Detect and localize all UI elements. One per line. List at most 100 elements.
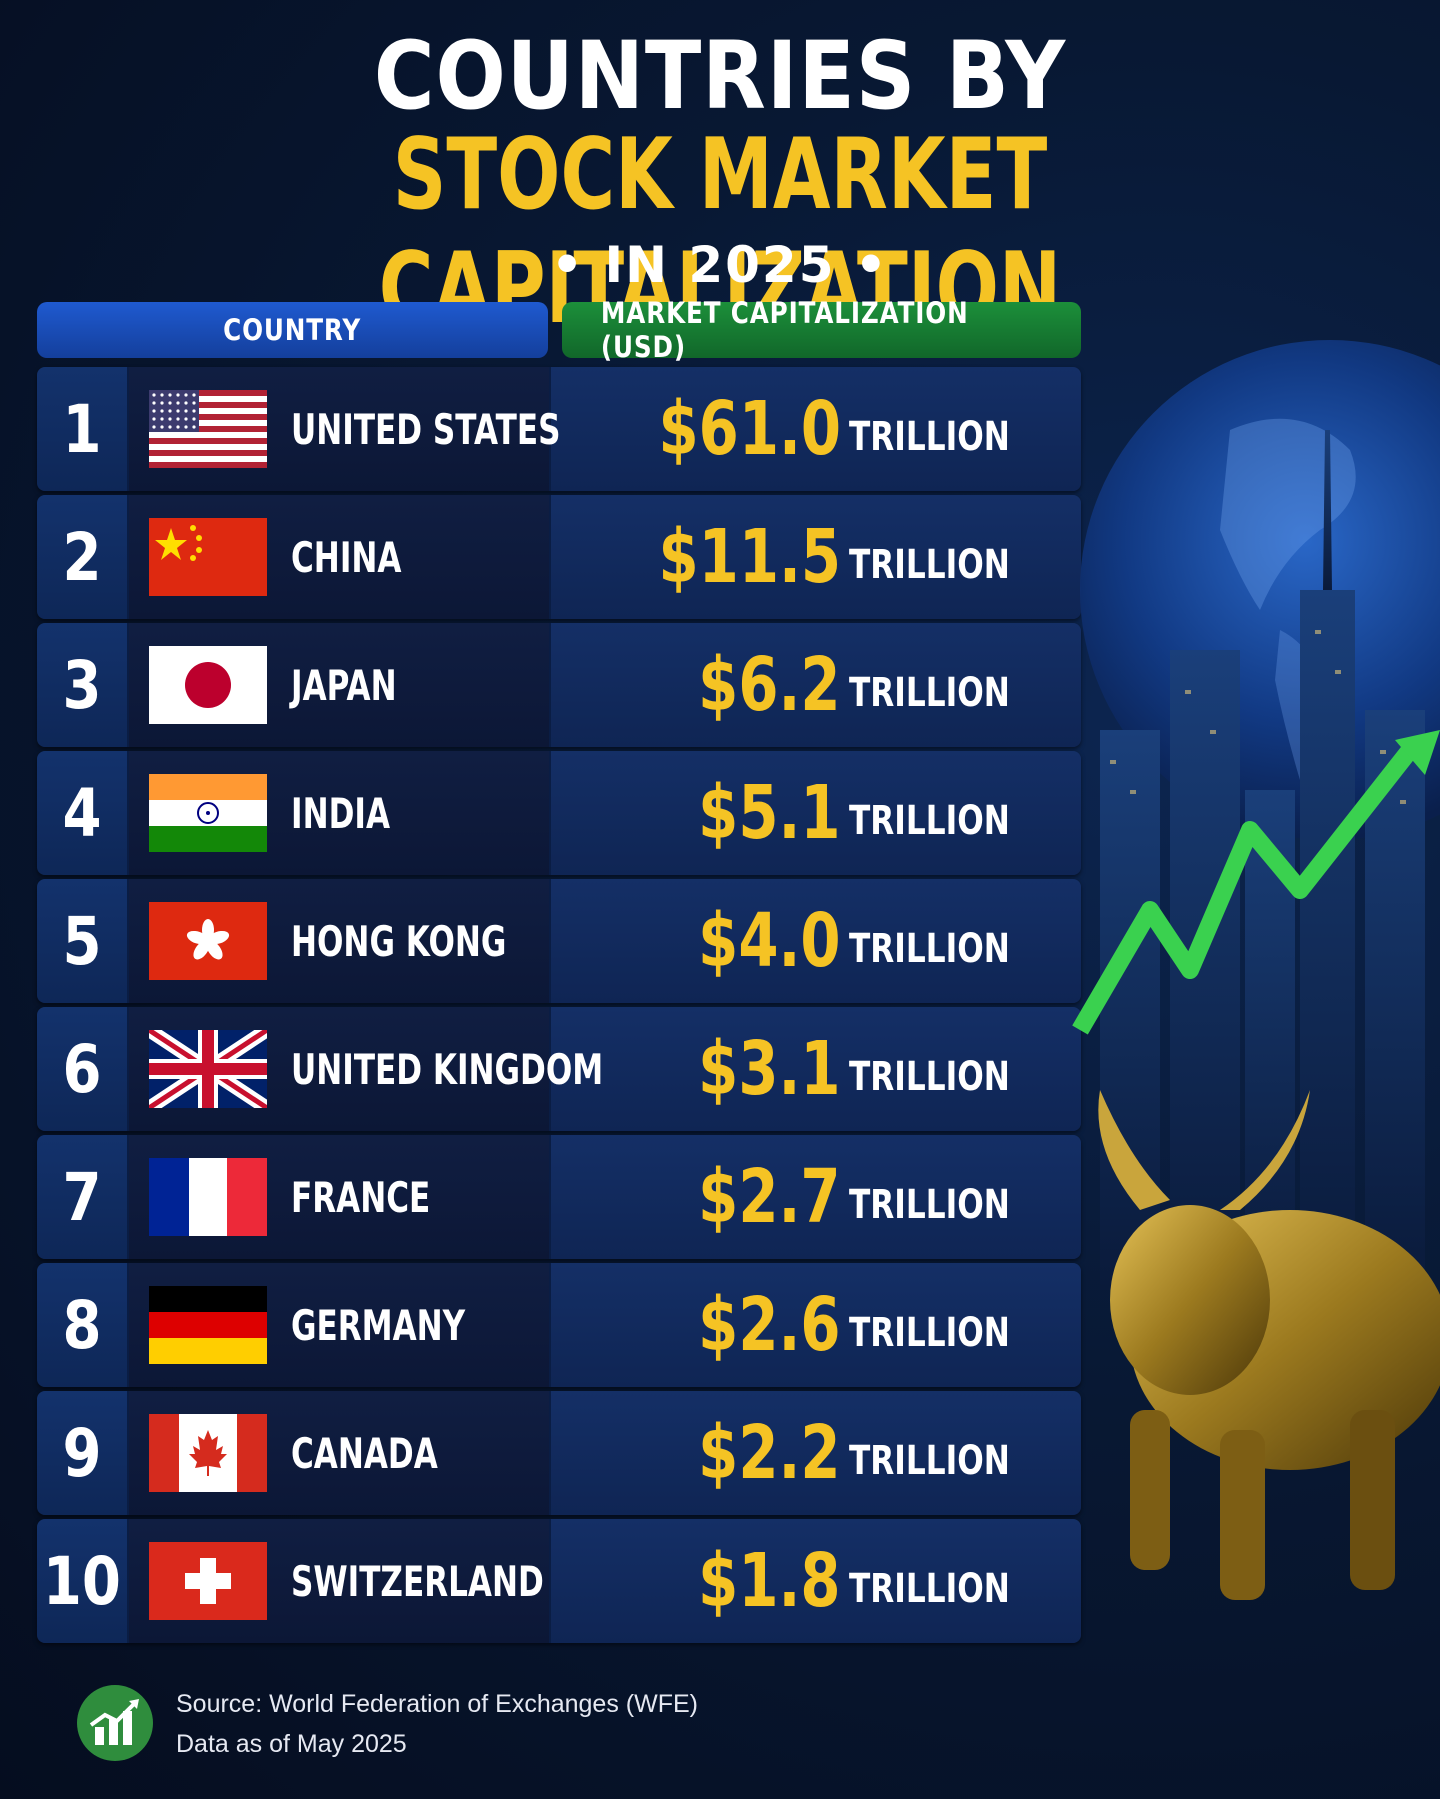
page-title-line1: COUNTRIES BY <box>373 22 1067 131</box>
market-cap-unit: TRILLION <box>849 414 1010 460</box>
rank-number: 9 <box>37 1391 129 1515</box>
chart-growth-icon <box>77 1685 153 1761</box>
market-cap-value: $61.0 <box>658 386 841 472</box>
market-cap-value: $11.5 <box>658 514 841 600</box>
table-row: 10 SWITZERLAND $1.8 TRILLION <box>37 1519 1081 1643</box>
table-row: 1 UNITED STATES $61.0 TRILLION <box>37 367 1081 491</box>
country-name: HONG KONG <box>291 916 507 966</box>
country-cell: INDIA <box>129 751 551 875</box>
country-cell: UNITED STATES <box>129 367 560 491</box>
hong-kong-flag-icon <box>149 902 267 980</box>
market-cap-cell: $2.2 TRILLION <box>551 1391 1081 1515</box>
country-cell: FRANCE <box>129 1135 551 1259</box>
market-cap-value: $6.2 <box>698 642 841 728</box>
country-name: FRANCE <box>291 1172 431 1222</box>
rank-number: 7 <box>37 1135 129 1259</box>
market-cap-unit: TRILLION <box>849 1182 1010 1228</box>
country-cell: CHINA <box>129 495 551 619</box>
market-cap-unit: TRILLION <box>849 1438 1010 1484</box>
rank-number: 8 <box>37 1263 129 1387</box>
market-cap-cell: $6.2 TRILLION <box>551 623 1081 747</box>
uk-flag-icon <box>149 1030 267 1108</box>
table-row: 2 CHINA $11.5 TRILLION <box>37 495 1081 619</box>
country-name: CHINA <box>291 532 402 582</box>
market-cap-cell: $2.6 TRILLION <box>551 1263 1081 1387</box>
table-row: 5 HONG KONG $4.0 TRILLION <box>37 879 1081 1003</box>
page-title-year: • IN 2025 • <box>551 236 889 294</box>
market-cap-column-header: MARKET CAPITALIZATION (USD) <box>562 296 1081 364</box>
market-cap-cell: $3.1 TRILLION <box>551 1007 1081 1131</box>
country-name: JAPAN <box>291 660 397 710</box>
rank-label: 9 <box>62 1414 102 1492</box>
market-cap-value: $4.0 <box>698 898 841 984</box>
market-cap-cell: $61.0 TRILLION <box>551 367 1081 491</box>
rank-number: 5 <box>37 879 129 1003</box>
germany-flag-icon <box>149 1286 267 1364</box>
market-cap-unit: TRILLION <box>849 1566 1010 1612</box>
table-row: 3 JAPAN $6.2 TRILLION <box>37 623 1081 747</box>
rank-number: 6 <box>37 1007 129 1131</box>
rank-label: 5 <box>62 902 102 980</box>
market-cap-cell: $1.8 TRILLION <box>551 1519 1081 1643</box>
country-cell: GERMANY <box>129 1263 551 1387</box>
page-title-line2: STOCK MARKET CAPITALIZATION <box>378 118 1062 346</box>
globe-city-bull-illustration <box>1072 340 1440 1600</box>
rising-arrow-icon <box>1072 744 1418 1035</box>
market-cap-unit: TRILLION <box>849 1054 1010 1100</box>
canada-flag-icon <box>149 1414 267 1492</box>
rank-label: 10 <box>42 1542 122 1620</box>
rank-number: 10 <box>37 1519 129 1643</box>
country-name: UNITED KINGDOM <box>291 1044 604 1094</box>
table-row: 8 GERMANY $2.6 TRILLION <box>37 1263 1081 1387</box>
market-cap-cell: $4.0 TRILLION <box>551 879 1081 1003</box>
country-cell: CANADA <box>129 1391 551 1515</box>
table-row: 6 UNITED KINGDOM $3.1 TRILLION <box>37 1007 1081 1131</box>
market-cap-cell: $11.5 TRILLION <box>551 495 1081 619</box>
table-row: 9 CANADA $2.2 TRILLION <box>37 1391 1081 1515</box>
bull-icon <box>1098 1090 1440 1600</box>
country-name: CANADA <box>291 1428 438 1478</box>
country-cell: HONG KONG <box>129 879 551 1003</box>
rank-label: 8 <box>62 1286 102 1364</box>
china-flag-icon <box>149 518 267 596</box>
country-cell: UNITED KINGDOM <box>129 1007 603 1131</box>
rank-label: 3 <box>62 646 102 724</box>
market-cap-unit: TRILLION <box>849 798 1010 844</box>
market-cap-unit: TRILLION <box>849 542 1010 588</box>
market-cap-value: $2.6 <box>698 1282 841 1368</box>
market-cap-value: $1.8 <box>698 1538 841 1624</box>
market-cap-cell: $5.1 TRILLION <box>551 751 1081 875</box>
japan-flag-icon <box>149 646 267 724</box>
rank-number: 2 <box>37 495 129 619</box>
rank-label: 1 <box>62 390 102 468</box>
rank-number: 4 <box>37 751 129 875</box>
switzerland-flag-icon <box>149 1542 267 1620</box>
country-name: UNITED STATES <box>291 404 561 454</box>
rank-number: 3 <box>37 623 129 747</box>
market-cap-value: $5.1 <box>698 770 841 856</box>
rank-number: 1 <box>37 367 129 491</box>
india-flag-icon <box>149 774 267 852</box>
us-flag-icon <box>149 390 267 468</box>
rank-label: 4 <box>62 774 102 852</box>
market-cap-cell: $2.7 TRILLION <box>551 1135 1081 1259</box>
country-cell: SWITZERLAND <box>129 1519 551 1643</box>
market-cap-unit: TRILLION <box>849 670 1010 716</box>
country-cell: JAPAN <box>129 623 551 747</box>
rank-label: 6 <box>62 1030 102 1108</box>
table-row: 7 FRANCE $2.7 TRILLION <box>37 1135 1081 1259</box>
rank-label: 2 <box>62 518 102 596</box>
country-column-header: COUNTRY <box>37 302 548 358</box>
country-name: INDIA <box>291 788 390 838</box>
rank-label: 7 <box>62 1158 102 1236</box>
market-cap-unit: TRILLION <box>849 1310 1010 1356</box>
market-cap-value: $3.1 <box>698 1026 841 1112</box>
source-note: Source: World Federation of Exchanges (W… <box>176 1690 698 1718</box>
data-date-note: Data as of May 2025 <box>176 1730 407 1758</box>
country-name: GERMANY <box>291 1300 466 1350</box>
market-cap-value: $2.2 <box>698 1410 841 1496</box>
france-flag-icon <box>149 1158 267 1236</box>
market-cap-value: $2.7 <box>698 1154 841 1240</box>
market-cap-unit: TRILLION <box>849 926 1010 972</box>
table-row: 4 INDIA $5.1 TRILLION <box>37 751 1081 875</box>
